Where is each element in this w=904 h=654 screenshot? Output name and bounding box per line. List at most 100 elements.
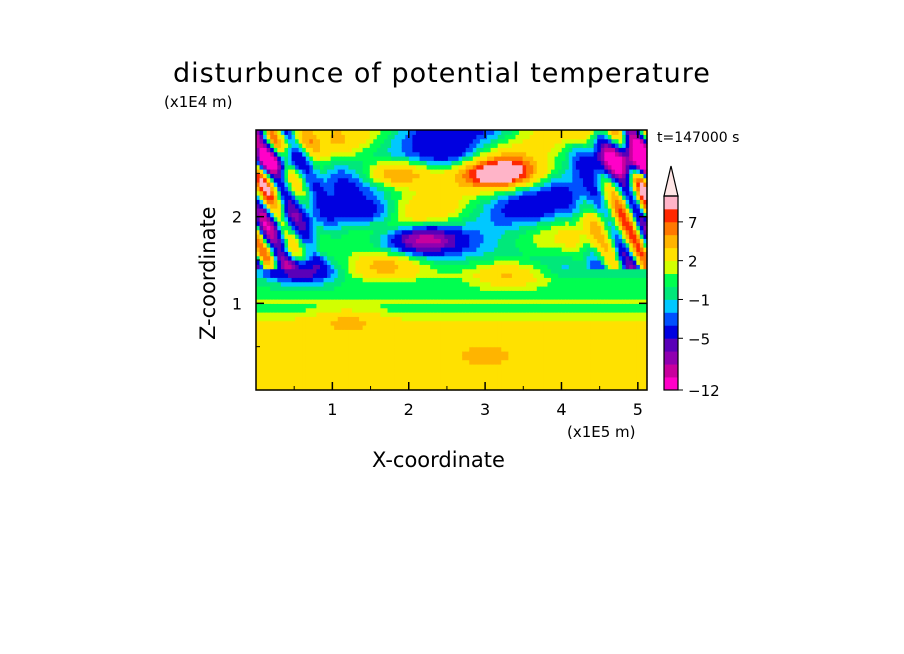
heatmap-cell: [270, 325, 275, 330]
heatmap-cell: [408, 338, 413, 343]
heatmap-cell: [256, 385, 261, 391]
heatmap-cell: [256, 260, 261, 265]
heatmap-cell: [526, 290, 531, 296]
heatmap-cell: [447, 212, 453, 218]
heatmap-cell: [462, 143, 467, 148]
heatmap-cell: [259, 294, 264, 300]
heatmap-cell: [362, 286, 367, 291]
heatmap-cell: [337, 338, 342, 343]
heatmap-cell: [476, 338, 481, 343]
heatmap-cell: [291, 286, 296, 291]
heatmap-cell: [412, 255, 417, 261]
heatmap-cell: [462, 355, 467, 361]
heatmap-cell: [277, 164, 282, 170]
heatmap-cell: [401, 338, 406, 343]
heatmap-cell: [291, 208, 296, 213]
heatmap-cell: [437, 351, 442, 356]
heatmap-cell: [355, 169, 360, 174]
heatmap-cell: [433, 316, 438, 322]
heatmap-cell: [547, 342, 552, 348]
heatmap-cell: [312, 229, 318, 235]
heatmap-cell: [341, 316, 346, 322]
heatmap-cell: [547, 242, 552, 248]
heatmap-cell: [455, 147, 460, 153]
heatmap-cell: [366, 273, 371, 278]
heatmap-cell: [295, 260, 300, 265]
heatmap-cell: [391, 134, 396, 140]
heatmap-cell: [487, 264, 492, 270]
heatmap-cell: [277, 372, 282, 378]
heatmap-cell: [504, 351, 509, 356]
heatmap-cell: [501, 208, 506, 213]
heatmap-cell: [312, 143, 318, 148]
heatmap-cell: [387, 325, 392, 330]
heatmap-cell: [515, 290, 520, 296]
heatmap-cell: [316, 229, 321, 235]
heatmap-cell: [540, 377, 545, 382]
heatmap-cell: [547, 156, 552, 161]
heatmap-cell: [344, 195, 350, 200]
heatmap-cell: [348, 134, 353, 140]
heatmap-cell: [504, 234, 509, 239]
heatmap-cell: [394, 277, 399, 283]
heatmap-cell: [536, 143, 541, 148]
heatmap-cell: [383, 281, 389, 287]
heatmap-cell: [437, 221, 442, 226]
heatmap-cell: [455, 346, 460, 352]
heatmap-cell: [334, 216, 339, 222]
heatmap-cell: [497, 372, 502, 378]
heatmap-cell: [334, 247, 339, 252]
heatmap-cell: [270, 156, 275, 161]
heatmap-cell: [369, 342, 374, 348]
heatmap-cell: [344, 169, 350, 174]
heatmap-cell: [305, 290, 310, 296]
heatmap-cell: [444, 234, 449, 239]
heatmap-cell: [465, 208, 470, 213]
heatmap-cell: [540, 177, 545, 183]
heatmap-cell: [408, 268, 413, 274]
heatmap-cell: [263, 333, 268, 339]
heatmap-cell: [458, 143, 463, 148]
heatmap-cell: [287, 242, 293, 248]
heatmap-cell: [312, 160, 318, 166]
heatmap-cell: [536, 260, 541, 265]
heatmap-cell: [256, 268, 261, 274]
heatmap-cell: [362, 307, 367, 313]
heatmap-cell: [415, 160, 421, 166]
heatmap-cell: [298, 260, 303, 265]
heatmap-cell: [259, 195, 264, 200]
heatmap-cell: [348, 160, 353, 166]
heatmap-cell: [511, 195, 517, 200]
heatmap-cell: [526, 143, 531, 148]
heatmap-cell: [344, 346, 350, 352]
heatmap-cell: [487, 208, 492, 213]
heatmap-cell: [327, 160, 332, 166]
heatmap-cell: [387, 229, 392, 235]
heatmap-cell: [444, 351, 449, 356]
heatmap-cell: [511, 385, 517, 391]
heatmap-cell: [394, 303, 399, 309]
heatmap-cell: [526, 338, 531, 343]
heatmap-cell: [508, 164, 513, 170]
heatmap-cell: [529, 134, 534, 140]
heatmap-cell: [430, 281, 435, 287]
heatmap-cell: [543, 186, 549, 192]
heatmap-cell: [462, 186, 467, 192]
heatmap-cell: [444, 355, 449, 361]
heatmap-cell: [426, 268, 431, 274]
heatmap-cell: [284, 212, 289, 218]
heatmap-cell: [458, 264, 463, 270]
heatmap-cell: [334, 294, 339, 300]
heatmap-cell: [376, 242, 381, 248]
heatmap-cell: [302, 281, 307, 287]
heatmap-cell: [366, 156, 371, 161]
heatmap-cell: [263, 325, 268, 330]
heatmap-cell: [515, 333, 520, 339]
heatmap-cell: [302, 372, 307, 378]
heatmap-cell: [483, 333, 488, 339]
heatmap-cell: [305, 325, 310, 330]
heatmap-cell: [355, 329, 360, 335]
heatmap-cell: [280, 177, 286, 183]
heatmap-cell: [497, 169, 502, 174]
heatmap-cell: [519, 364, 524, 369]
